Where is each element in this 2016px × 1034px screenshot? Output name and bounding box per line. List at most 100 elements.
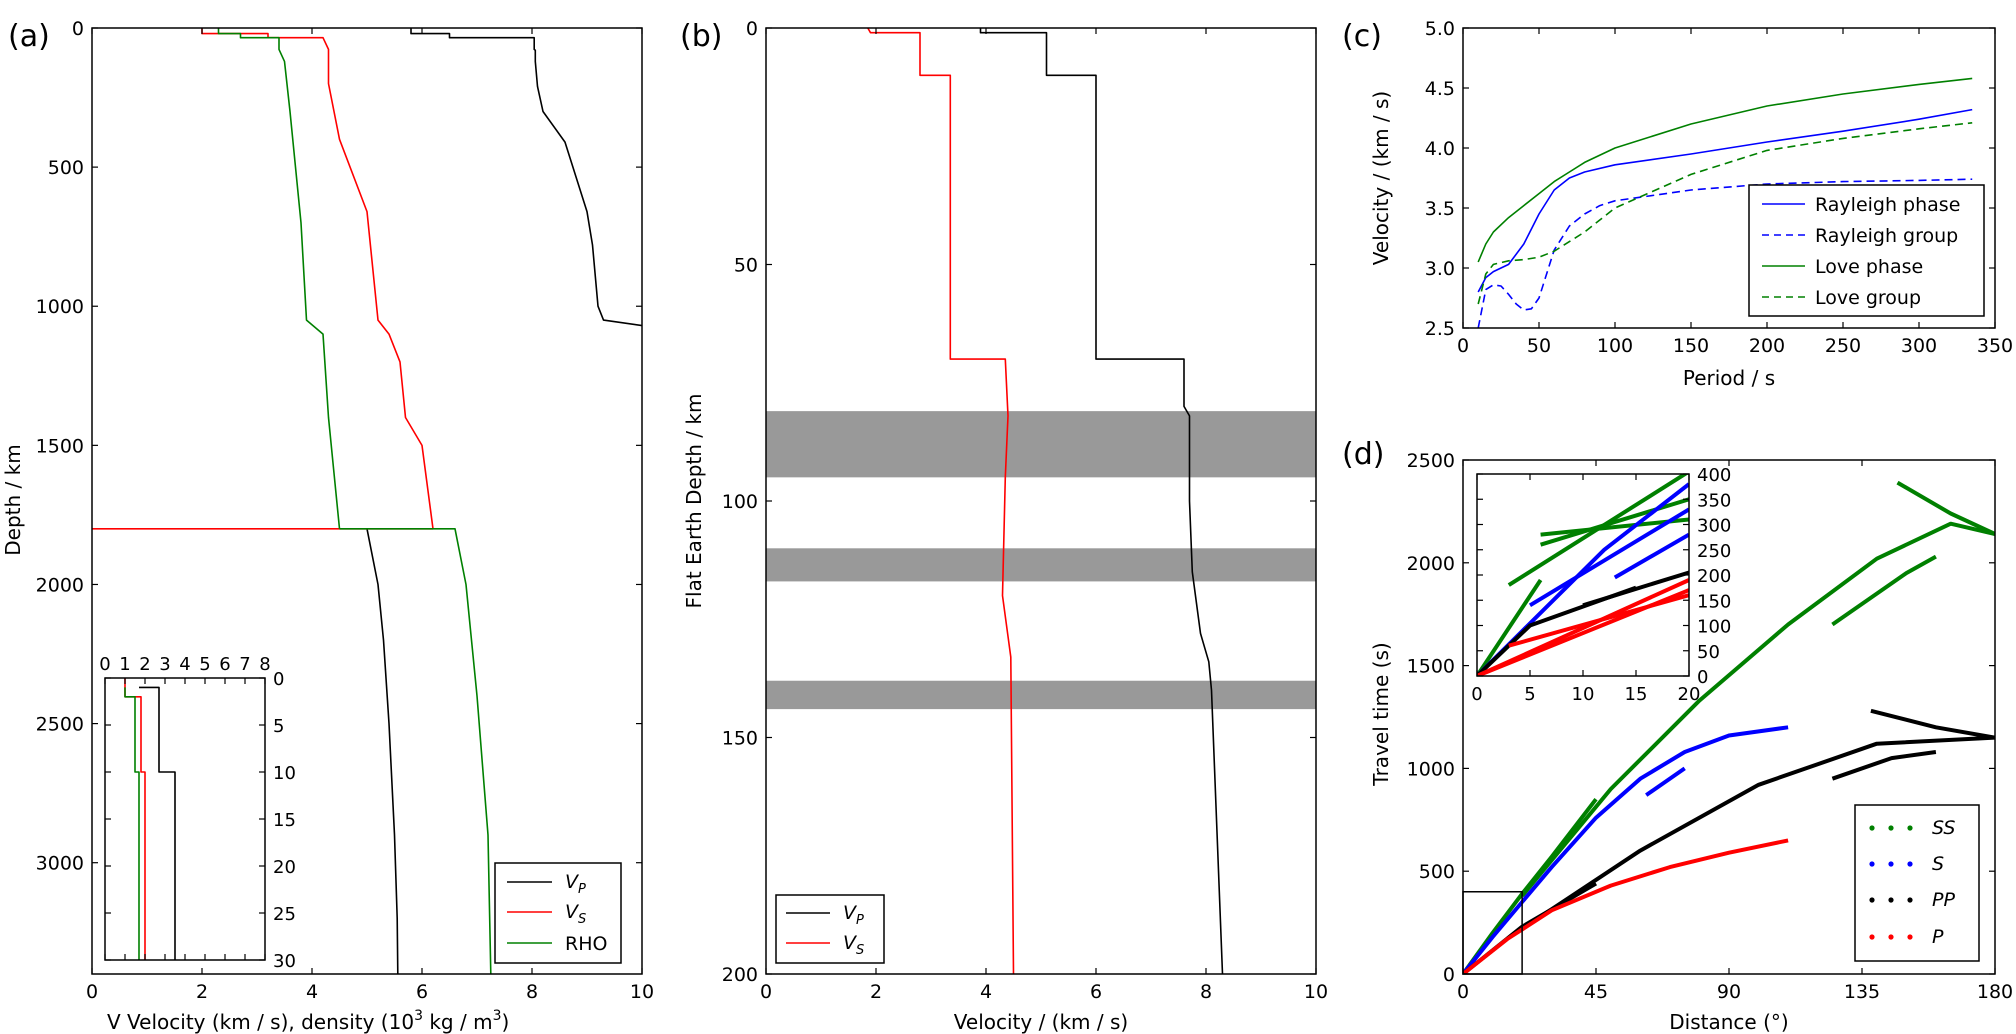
- panel-d-inset-branch: [1582, 570, 1689, 608]
- panel-b-legend-box: [775, 894, 885, 964]
- panel-d-inset-branch: [1528, 507, 1689, 608]
- panel-c-legend-rayleigh-group: Rayleigh group: [1815, 225, 1958, 247]
- panel-b-xtick-label: 10: [1304, 981, 1328, 1003]
- panel-c-ytick-label: 5.0: [1425, 18, 1455, 40]
- panel-d-legend-marker: [1869, 825, 1875, 831]
- panel-d-inset-frame: [1476, 473, 1690, 677]
- panel-a-ytick-label: 500: [48, 157, 84, 179]
- panel-d-legend-marker: [1888, 825, 1894, 831]
- panel-b-label: (b): [680, 19, 722, 54]
- panel-a-xtick-label: 4: [306, 981, 318, 1003]
- panel-a-inset-xtick-label: 8: [259, 654, 270, 675]
- panel-d-legend-marker: [1907, 934, 1913, 940]
- panel-b-depth-band: [766, 411, 1316, 478]
- panel-c-ytick-label: 4.5: [1425, 78, 1455, 100]
- panel-d-inset-xtick-label: 20: [1678, 684, 1701, 705]
- panel-c-xtick-label: 200: [1749, 335, 1785, 357]
- panel-d-inset-ytick-label: 50: [1697, 642, 1720, 663]
- panel-c-ytick-label: 4.0: [1425, 138, 1455, 160]
- panel-d-series-pp-branch: [1831, 750, 1937, 781]
- panel-b-legend: VP VS: [775, 894, 885, 964]
- panel-a-inset-xtick-label: 6: [219, 654, 230, 675]
- panel-c-ytick-label: 3.5: [1425, 198, 1455, 220]
- panel-a-legend-vp: VP: [565, 871, 586, 897]
- panel-d-legend-ss: SS: [1932, 817, 1955, 839]
- panel-d-legend-marker: [1888, 934, 1894, 940]
- panel-d-legend: SS S PP P: [1854, 804, 1980, 962]
- panel-a-series-v-p: [410, 28, 642, 327]
- panel-a-ytick-label: 1000: [36, 296, 84, 318]
- panel-a-ytick-label: 2500: [36, 714, 84, 736]
- panel-c-ytick-label: 3.0: [1425, 258, 1455, 280]
- panel-d-series-ss-branch: [1831, 554, 1937, 627]
- panel-d-legend-s: S: [1932, 853, 1944, 875]
- panel-d-inset-lines: [1477, 474, 1689, 676]
- panel-d-series-ss-branch: [1896, 480, 1995, 536]
- panel-d-inset-branch: [1540, 497, 1689, 547]
- panel-b-legend-vs: VS: [843, 932, 864, 958]
- panel-a-legend-rho: RHO: [565, 933, 607, 955]
- panel-a-inset-xtick-label: 0: [99, 654, 110, 675]
- panel-a-inset-bg: [105, 678, 265, 960]
- panel-a-inset-ytick-label: 30: [273, 951, 296, 972]
- panel-d-ytick-label: 0: [1443, 964, 1455, 986]
- panel-d-xtick-label: 180: [1977, 981, 2013, 1003]
- panel-d-legend-marker: [1888, 897, 1894, 903]
- panel-c-frame: [1462, 27, 1996, 329]
- panel-b-xtick-label: 8: [1200, 981, 1212, 1003]
- panel-a-xtick-label: 6: [416, 981, 428, 1003]
- panel-a-ytick-label: 1500: [36, 435, 84, 457]
- panel-b-series-v-s: [867, 27, 1015, 975]
- panel-c-label: (c): [1342, 19, 1382, 54]
- panel-a-inset-xtick-label: 4: [179, 654, 190, 675]
- panel-c-legend-rayleigh-phase: Rayleigh phase: [1815, 194, 1960, 216]
- panel-d-inset-ytick-label: 400: [1697, 465, 1731, 486]
- panel-a-inset-series-2: [124, 687, 140, 960]
- panel-d-ytick-label: 2000: [1407, 553, 1455, 575]
- panel-d-inset-xtick-label: 15: [1625, 684, 1648, 705]
- panel-d-inset-ytick-label: 300: [1697, 516, 1731, 537]
- panel-d-frame: [1462, 459, 1996, 975]
- panel-a-inset-ytick-label: 20: [273, 857, 296, 878]
- panel-c-legend-love-phase: Love phase: [1815, 256, 1923, 278]
- panel-a-xlabel: V Velocity (km / s), density (103 kg / m…: [107, 1008, 509, 1034]
- panel-c-xtick-label: 300: [1901, 335, 1937, 357]
- panel-c-xtick-label: 100: [1597, 335, 1633, 357]
- panel-d-legend-marker: [1869, 897, 1875, 903]
- panel-a-legend-box: [494, 862, 622, 964]
- panel-b-xlabel: Velocity / (km / s): [954, 1010, 1128, 1034]
- panel-c-legend-box: [1748, 184, 1985, 317]
- panel-d-xtick-label: 90: [1717, 981, 1741, 1003]
- panel-a-legend-vs: VS: [565, 901, 586, 927]
- panel-a-xtick-label: 8: [526, 981, 538, 1003]
- panel-d-inset-xtick-label: 10: [1572, 684, 1595, 705]
- panel-a-inset-xtick-label: 7: [239, 654, 250, 675]
- panel-c-xlabel: Period / s: [1683, 366, 1775, 390]
- panel-a-ytick-label: 2000: [36, 574, 84, 596]
- panel-b-ylabel: Flat Earth Depth / km: [682, 394, 706, 609]
- panel-d-inset-ytick-label: 350: [1697, 490, 1731, 511]
- panel-d-xtick-label: 45: [1584, 981, 1608, 1003]
- panel-c-series-love-group: [1477, 122, 1973, 305]
- panel-a-inset-xtick-label: 5: [199, 654, 210, 675]
- panel-b-ytick-label: 50: [734, 255, 758, 277]
- panel-d-inset-ytick-label: 0: [1697, 667, 1708, 688]
- panel-b-frame: [765, 27, 1317, 975]
- panel-d-inset-ytick-label: 150: [1697, 591, 1731, 612]
- panel-d-legend-marker: [1907, 897, 1913, 903]
- panel-d-xtick-label: 135: [1844, 981, 1880, 1003]
- panel-b-ytick-label: 150: [722, 728, 758, 750]
- panel-a-inset-ytick-label: 15: [273, 810, 296, 831]
- panel-c-plot: 0 50 100 150 200 250 300 3502.53.03.54.04.55.0 …: [1369, 18, 2013, 390]
- panel-a-inset-ytick-label: 25: [273, 904, 296, 925]
- panel-a-label: (a): [8, 19, 50, 54]
- panel-c-series-love-phase: [1477, 77, 1973, 263]
- panel-d-legend-marker: [1907, 861, 1913, 867]
- panel-a-series-v-p-core: [366, 528, 399, 974]
- panel-d-inset-branch: [1477, 578, 1543, 676]
- panel-b-depth-band: [766, 680, 1316, 710]
- panel-d-ytick-label: 2500: [1407, 450, 1455, 472]
- panel-a-inset-series-0: [139, 686, 176, 960]
